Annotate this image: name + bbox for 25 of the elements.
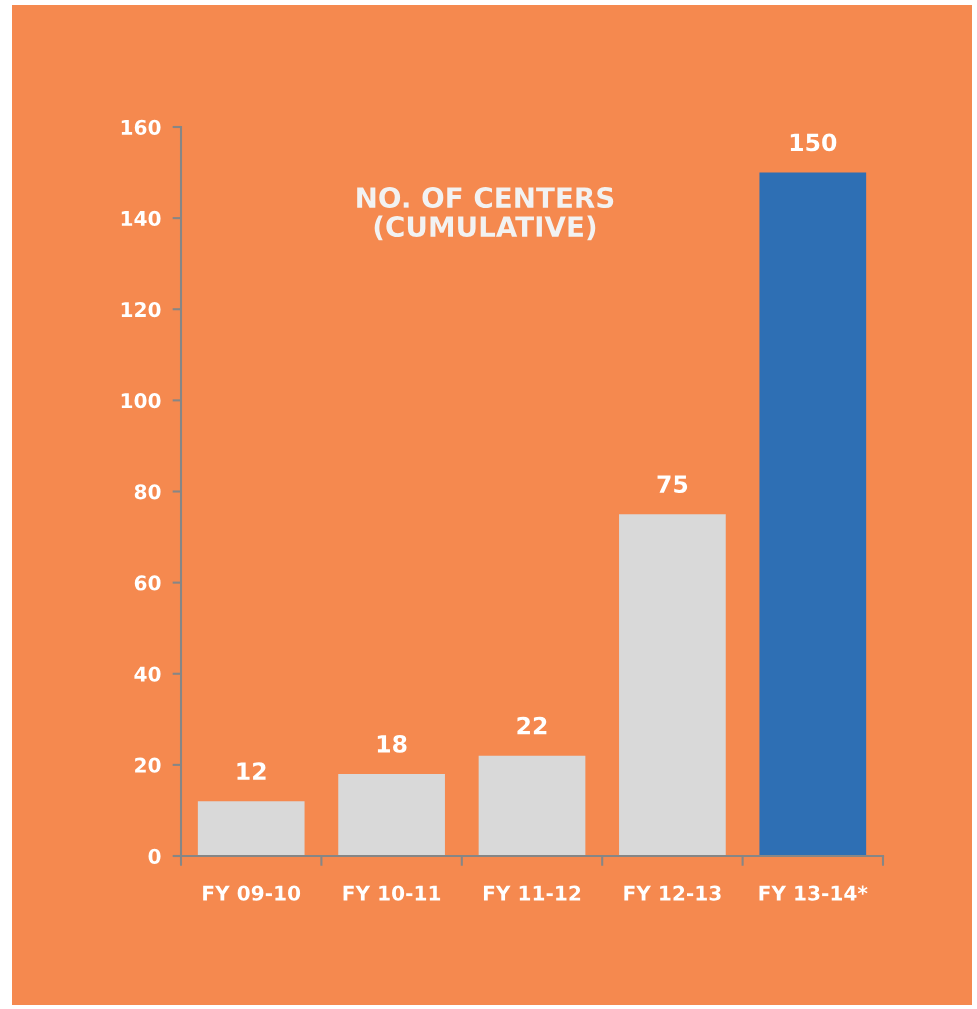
y-tick-label: 60 <box>134 575 161 591</box>
bar <box>759 172 867 856</box>
x-tick-label: FY 10-11 <box>343 885 441 901</box>
data-label: 150 <box>790 133 837 152</box>
data-label: 75 <box>657 475 688 494</box>
y-tick-label: 80 <box>134 484 161 500</box>
y-tick-label: 140 <box>121 210 161 227</box>
data-label: 22 <box>517 716 547 735</box>
bar <box>338 773 445 856</box>
x-tick-label: FY 12-13 <box>624 885 721 901</box>
bar <box>478 755 586 856</box>
x-tick-label: FY 11-12 <box>483 885 581 901</box>
data-label: 18 <box>377 734 407 753</box>
bar <box>197 801 305 856</box>
x-tick-label: FY 09-10 <box>203 885 301 901</box>
y-tick-label: 100 <box>121 393 161 409</box>
y-tick-label: 120 <box>121 301 161 318</box>
y-tick-label: 20 <box>135 757 161 773</box>
data-label: 12 <box>237 762 266 780</box>
bar <box>619 514 726 856</box>
y-tick-label: 160 <box>121 119 161 135</box>
text: NO. OF CENTERS (CUMULATIVE) <box>357 187 614 241</box>
x-tick-label: FY 13-14* <box>759 885 868 901</box>
y-tick-label: 40 <box>134 666 161 682</box>
y-tick-label: 0 <box>148 848 161 864</box>
